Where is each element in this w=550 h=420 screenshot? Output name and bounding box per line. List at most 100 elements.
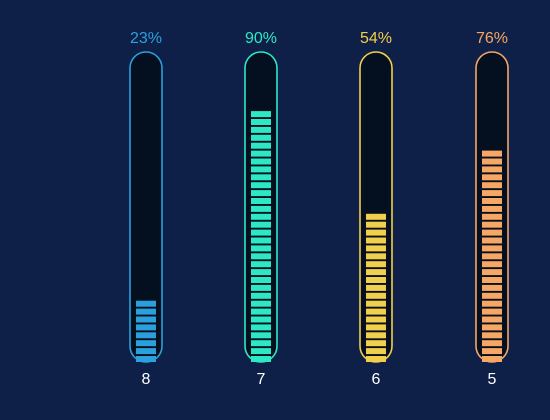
bar-segment: [366, 253, 386, 260]
bar-segment: [482, 253, 502, 260]
gauge-6: 54% 6: [359, 30, 393, 388]
bar-segment: [366, 316, 386, 323]
bar-segment: [366, 300, 386, 307]
bar-segment: [251, 213, 271, 220]
bar-segment: [251, 348, 271, 355]
bar-segment: [366, 269, 386, 276]
bar-segment: [251, 237, 271, 244]
bar-segment: [251, 198, 271, 204]
bar-segment: [136, 308, 156, 315]
bar-segment: [251, 119, 271, 125]
bar-segment: [251, 332, 271, 339]
bar-segment: [251, 205, 271, 212]
bar-segment: [482, 221, 502, 228]
bar-segment: [251, 134, 271, 141]
bar-segment: [482, 292, 502, 299]
category-label: 5: [488, 371, 497, 388]
category-label: 8: [142, 371, 151, 388]
value-label: 23%: [130, 30, 162, 47]
bar-segment: [251, 111, 271, 118]
tube-outline: [129, 51, 163, 363]
bar-segment: [251, 356, 271, 362]
bar-segment: [482, 150, 502, 157]
bar-segment: [482, 174, 502, 181]
bar-segment: [251, 174, 271, 181]
bar-8: [136, 300, 156, 362]
bar-segment: [136, 316, 156, 323]
bar-segment: [482, 213, 502, 220]
bar-segment: [366, 229, 386, 236]
bar-segment: [482, 245, 502, 252]
bar-segment: [251, 245, 271, 252]
bar-segment: [366, 324, 386, 331]
bar-segment: [251, 150, 271, 157]
bar-7: [251, 111, 271, 362]
bar-segment: [482, 205, 502, 212]
value-label: 54%: [360, 30, 392, 47]
category-label: 6: [372, 371, 381, 388]
bar-segment: [136, 340, 156, 347]
bar-segment: [136, 356, 156, 362]
bar-segment: [251, 316, 271, 323]
bar-segment: [482, 261, 502, 268]
tube-outline: [359, 51, 393, 363]
bar-segment: [251, 277, 271, 283]
bar-segment: [482, 340, 502, 347]
value-label: 90%: [245, 30, 277, 47]
bar-segment: [482, 308, 502, 315]
bar-segment: [366, 261, 386, 268]
bar-segment: [366, 356, 386, 362]
bar-segment: [251, 292, 271, 299]
bar-segment: [366, 277, 386, 283]
bar-segment: [482, 300, 502, 307]
bar-segment: [482, 316, 502, 323]
bar-segment: [366, 213, 386, 220]
bar-segment: [366, 245, 386, 252]
bar-segment: [482, 332, 502, 339]
bar-segment: [366, 292, 386, 299]
bar-segment: [482, 284, 502, 291]
gauge-5: 76% 5: [475, 30, 509, 388]
bar-segment: [251, 126, 271, 133]
bar-5: [482, 150, 502, 362]
bar-segment: [136, 324, 156, 331]
bar-6: [366, 213, 386, 362]
bar-segment: [482, 356, 502, 362]
bar-segment: [482, 324, 502, 331]
bar-segment: [366, 237, 386, 244]
bar-segment: [366, 332, 386, 339]
bar-segment: [251, 300, 271, 307]
bar-segment: [136, 332, 156, 339]
bar-segment: [251, 340, 271, 347]
bar-segment: [251, 190, 271, 197]
bar-segment: [482, 182, 502, 189]
bar-segment: [482, 348, 502, 355]
bar-segment: [251, 308, 271, 315]
bar-segment: [251, 166, 271, 173]
bar-segment: [482, 190, 502, 197]
bar-segment: [366, 348, 386, 355]
bar-segment: [251, 182, 271, 189]
gauge-8: 23% 8: [129, 30, 163, 388]
bar-segment: [251, 253, 271, 260]
bar-segment: [482, 277, 502, 283]
bar-segment: [251, 158, 271, 165]
bar-segment: [251, 284, 271, 291]
bar-segment: [482, 166, 502, 173]
bar-segment: [482, 237, 502, 244]
bar-segment: [251, 324, 271, 331]
bar-segment: [482, 269, 502, 276]
bar-segment: [366, 284, 386, 291]
bar-segment: [251, 142, 271, 149]
gauge-7: 90% 7: [244, 30, 278, 388]
bar-segment: [366, 340, 386, 347]
bar-segment: [136, 348, 156, 355]
bar-segment: [482, 229, 502, 236]
category-label: 7: [257, 371, 266, 388]
bar-segment: [251, 269, 271, 276]
value-label: 76%: [476, 30, 508, 47]
bar-segment: [251, 221, 271, 228]
bar-segment: [366, 221, 386, 228]
bar-segment: [482, 158, 502, 165]
